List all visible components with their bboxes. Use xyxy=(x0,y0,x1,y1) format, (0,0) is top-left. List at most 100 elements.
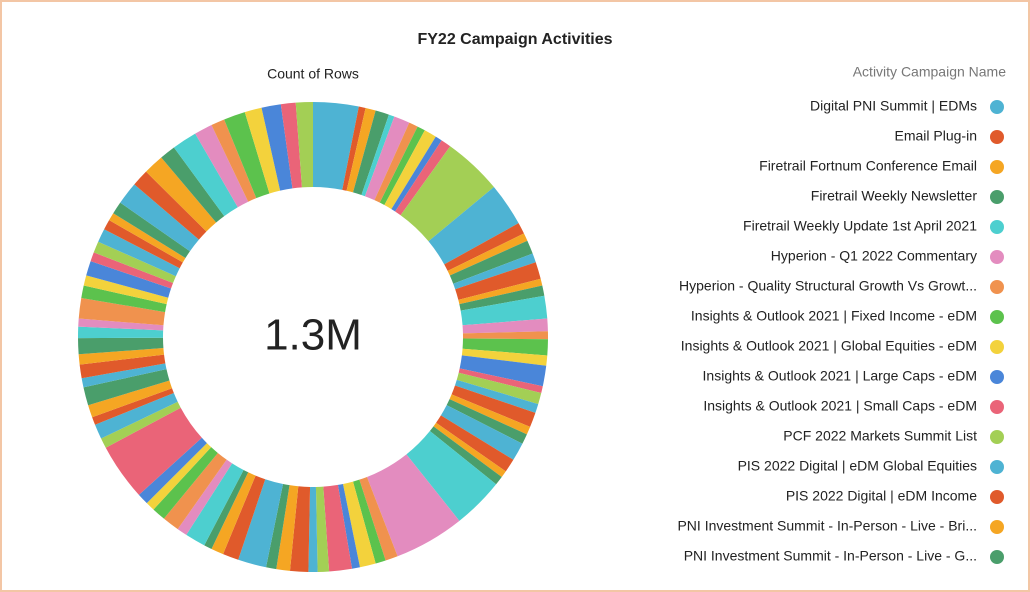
slice xyxy=(462,318,548,334)
legend-label: Insights & Outlook 2021 | Fixed Income -… xyxy=(691,308,977,324)
legend-swatch xyxy=(990,100,1004,114)
legend-label: PIS 2022 Digital | eDM Global Equities xyxy=(738,458,977,474)
slice xyxy=(429,426,502,485)
legend-label: Email Plug-in xyxy=(895,128,977,144)
slice xyxy=(177,459,233,535)
legend-swatch xyxy=(990,460,1004,474)
slice xyxy=(449,394,531,435)
slice xyxy=(323,484,353,572)
slice xyxy=(459,285,545,311)
slice xyxy=(238,479,284,568)
slice xyxy=(120,184,199,252)
legend-swatch xyxy=(990,130,1004,144)
slice xyxy=(261,104,293,191)
legend-swatch xyxy=(990,550,1004,564)
slice xyxy=(244,107,281,194)
legend-swatch xyxy=(990,310,1004,324)
slice xyxy=(359,476,398,561)
legend-swatch xyxy=(990,250,1004,264)
slice xyxy=(458,368,543,393)
legend-swatch xyxy=(990,520,1004,534)
slice xyxy=(353,479,386,564)
slice xyxy=(453,253,536,290)
slice xyxy=(313,102,359,190)
slice xyxy=(79,354,166,379)
legend-swatch xyxy=(990,190,1004,204)
slice xyxy=(395,140,451,216)
slice xyxy=(308,486,318,572)
slice xyxy=(109,213,186,263)
legend-label: Digital PNI Summit | EDMs xyxy=(810,98,977,114)
slice xyxy=(138,437,207,504)
slice xyxy=(447,233,528,276)
slice xyxy=(223,475,266,560)
slice xyxy=(406,431,497,521)
legend-label: Insights & Outlook 2021 | Small Caps - e… xyxy=(703,398,977,414)
slice xyxy=(92,388,174,425)
slice xyxy=(134,171,207,240)
slice xyxy=(113,202,190,258)
legend-swatch xyxy=(990,220,1004,234)
slice xyxy=(462,331,548,340)
slice xyxy=(462,338,548,356)
slice xyxy=(163,452,227,530)
slice xyxy=(449,240,533,284)
slice xyxy=(161,147,225,223)
slice xyxy=(384,130,436,210)
slice xyxy=(364,116,410,201)
slice xyxy=(342,106,366,191)
slice xyxy=(295,102,313,188)
slice xyxy=(88,380,173,418)
legend-label: PNI Investment Summit - In-Person - Live… xyxy=(684,548,977,564)
slice xyxy=(366,454,460,557)
slice xyxy=(346,107,376,193)
slice xyxy=(374,122,418,203)
slice xyxy=(342,481,376,568)
legend-title: Activity Campaign Name xyxy=(853,64,1006,80)
slice xyxy=(428,187,519,265)
slice xyxy=(459,355,547,387)
slice xyxy=(211,119,257,202)
slice xyxy=(104,220,183,269)
slice xyxy=(337,483,360,569)
slice xyxy=(379,126,425,206)
slice xyxy=(280,102,302,189)
slice xyxy=(78,337,164,355)
slice xyxy=(460,295,548,326)
slice xyxy=(81,285,167,313)
legend-label: PIS 2022 Digital | eDM Income xyxy=(786,488,977,504)
slice xyxy=(146,157,217,232)
slice xyxy=(90,252,174,289)
slice xyxy=(436,415,514,472)
slice xyxy=(353,110,389,196)
slice xyxy=(98,229,180,277)
slice xyxy=(391,136,442,212)
legend-swatch xyxy=(990,280,1004,294)
slice xyxy=(86,261,172,298)
slice xyxy=(458,278,543,305)
legend-label: Insights & Outlook 2021 | Large Caps - e… xyxy=(703,368,977,384)
legend-label: Firetrail Fortnum Conference Email xyxy=(759,158,977,174)
legend-label: Hyperion - Q1 2022 Commentary xyxy=(771,248,977,264)
slice xyxy=(433,422,506,477)
subtitle: Count of Rows xyxy=(267,66,359,82)
slice xyxy=(289,486,311,572)
legend-label: Hyperion - Quality Structural Growth Vs … xyxy=(679,278,977,294)
legend-label: Firetrail Weekly Newsletter xyxy=(811,188,978,204)
legend-label: PCF 2022 Markets Summit List xyxy=(783,428,977,444)
slice xyxy=(224,112,270,199)
slice xyxy=(400,146,494,242)
legend-label: PNI Investment Summit - In-Person - Live… xyxy=(677,518,977,534)
slice xyxy=(78,348,165,365)
slice xyxy=(81,363,167,388)
slice xyxy=(440,405,523,460)
slice xyxy=(105,407,202,495)
slice xyxy=(146,443,212,510)
slice xyxy=(455,262,541,300)
slice xyxy=(446,399,527,444)
slice xyxy=(95,393,178,439)
slice xyxy=(211,472,256,555)
legend-swatch xyxy=(990,400,1004,414)
slice xyxy=(93,241,176,284)
